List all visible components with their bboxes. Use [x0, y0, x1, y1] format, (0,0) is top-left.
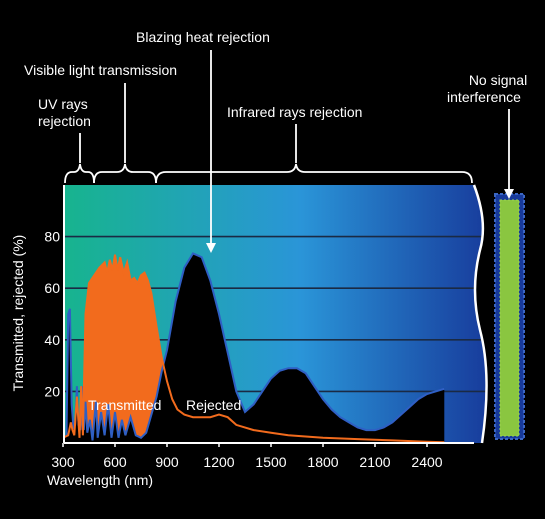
heat-label: Blazing heat rejection [136, 29, 270, 45]
bracket-uv [64, 163, 95, 184]
signal-bar [499, 199, 520, 437]
x-tick-label: 900 [155, 454, 179, 470]
uv-label-line1: UV rays [38, 96, 88, 112]
series-rejected-area [64, 253, 445, 443]
bracket-infrared [155, 163, 473, 184]
axis-ticks: 20 40 60 80 300 600 900 1200 1500 1800 2100 2400 [44, 229, 442, 470]
bracket-visible [93, 163, 157, 184]
x-tick-label: 600 [103, 454, 127, 470]
axis-break [472, 184, 488, 444]
series-transmitted-line [64, 254, 445, 443]
y-tick-label: 20 [44, 383, 60, 399]
rejected-label: Rejected [186, 397, 241, 413]
plot-area [64, 235, 487, 443]
x-tick-label: 1200 [203, 454, 234, 470]
heat-arrow-head [206, 243, 216, 253]
annotation-arrows [206, 50, 514, 253]
uv-label-line2: rejection [38, 113, 91, 129]
x-tick-label: 1800 [307, 454, 338, 470]
y-tick-label: 60 [44, 280, 60, 296]
y-tick-label: 80 [44, 229, 60, 245]
visible-label: Visible light transmission [24, 62, 177, 78]
x-tick-label: 2400 [411, 454, 442, 470]
x-tick-label: 1500 [255, 454, 286, 470]
signal-label-line1: No signal [469, 72, 527, 88]
y-axis-label: Transmitted, rejected (%) [10, 235, 26, 392]
infrared-label: Infrared rays rejection [227, 104, 362, 120]
region-brackets [64, 83, 473, 184]
transmitted-label: Transmitted [88, 397, 161, 413]
x-axis-label: Wavelength (nm) [47, 472, 153, 488]
signal-arrow-head [504, 189, 514, 199]
y-tick-label: 40 [44, 332, 60, 348]
x-tick-label: 300 [51, 454, 75, 470]
signal-label-line2: interference [447, 89, 521, 105]
x-tick-label: 2100 [359, 454, 390, 470]
